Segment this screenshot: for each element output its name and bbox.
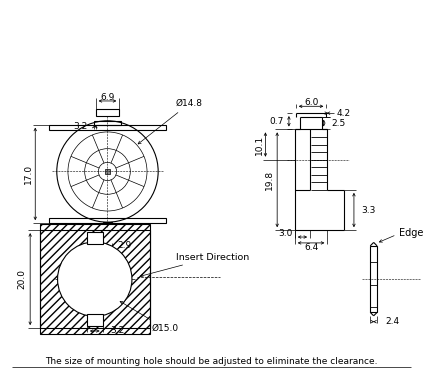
- Text: 17.0: 17.0: [24, 164, 33, 184]
- Text: 3.2: 3.2: [110, 327, 125, 335]
- Text: 2.4: 2.4: [385, 317, 399, 326]
- Bar: [94, 121, 121, 125]
- Text: Ø15.0: Ø15.0: [120, 301, 178, 333]
- Bar: [49, 125, 166, 130]
- Bar: [100, 235, 115, 240]
- Text: 3.2: 3.2: [73, 122, 87, 131]
- Text: 3.3: 3.3: [362, 205, 376, 215]
- Text: 3.0: 3.0: [279, 229, 293, 238]
- Text: Edge: Edge: [398, 228, 423, 238]
- Text: 2.5: 2.5: [332, 119, 346, 127]
- Bar: [87, 232, 103, 244]
- Bar: [40, 224, 149, 334]
- Text: 4.2: 4.2: [336, 110, 350, 119]
- Text: Ø14.8: Ø14.8: [138, 99, 203, 144]
- Bar: [103, 222, 113, 243]
- Text: 6.0: 6.0: [304, 98, 318, 107]
- Text: The size of mounting hole should be adjusted to eliminate the clearance.: The size of mounting hole should be adju…: [45, 357, 377, 366]
- Bar: [96, 109, 119, 116]
- Circle shape: [58, 242, 132, 316]
- Text: 6.9: 6.9: [100, 93, 115, 102]
- Text: 6.4: 6.4: [304, 243, 318, 252]
- Bar: [87, 314, 103, 326]
- Text: 20.0: 20.0: [18, 269, 27, 289]
- Text: Insert Direction: Insert Direction: [140, 252, 249, 277]
- Bar: [370, 246, 377, 312]
- Bar: [49, 218, 166, 223]
- Bar: [105, 169, 110, 174]
- Text: 2.9: 2.9: [117, 241, 131, 250]
- Text: 0.7: 0.7: [270, 117, 284, 126]
- Text: 10.1: 10.1: [255, 134, 264, 155]
- Text: 19.8: 19.8: [265, 170, 274, 190]
